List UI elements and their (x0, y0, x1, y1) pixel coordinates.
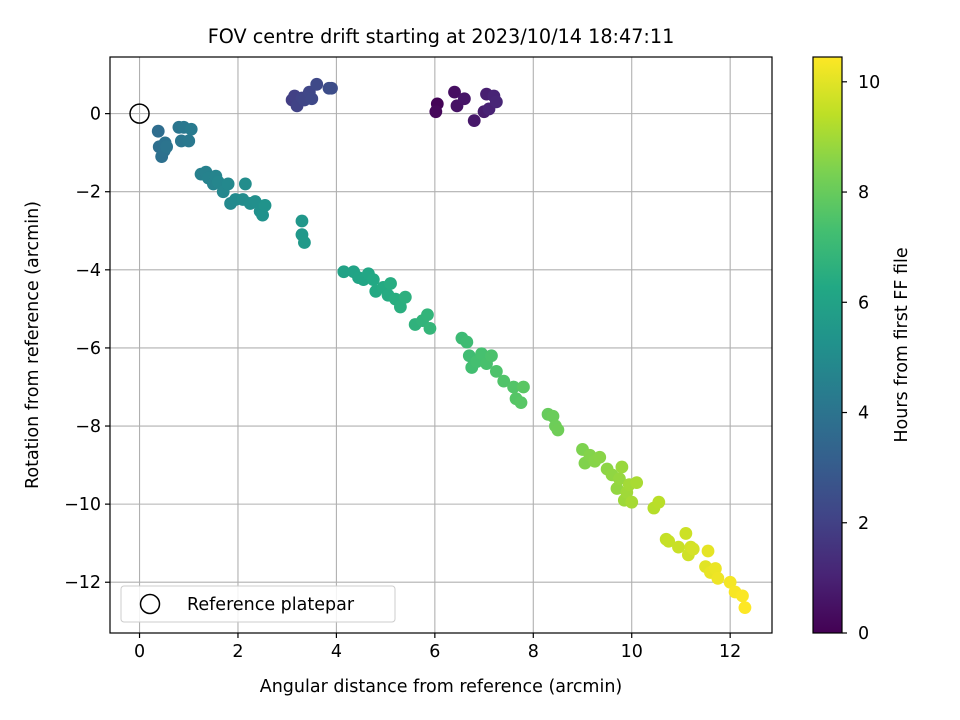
data-point (475, 347, 489, 361)
colorbar-label: Hours from first FF file (892, 247, 912, 442)
data-point (615, 460, 629, 474)
data-point (151, 124, 165, 138)
data-point (738, 601, 752, 615)
chart-title: FOV centre drift starting at 2023/10/14 … (208, 25, 675, 48)
data-point (238, 177, 252, 191)
data-point (672, 540, 685, 554)
data-point (221, 177, 235, 191)
data-point (630, 476, 644, 490)
plot-frame (109, 56, 773, 634)
data-point (398, 290, 412, 304)
data-point (723, 575, 737, 589)
colorbar-tick-label: 0 (858, 624, 869, 644)
data-point (305, 92, 319, 106)
data-point (507, 380, 520, 394)
legend-marker (139, 593, 161, 615)
data-point (258, 198, 272, 212)
data-point (517, 380, 530, 394)
data-point (448, 85, 461, 99)
y-tick-label: −6 (75, 339, 101, 359)
colorbar-gradient (812, 56, 843, 634)
legend-box (120, 585, 396, 623)
colorbar: 0 2 4 6 8 10 Hours from first FF file (812, 56, 912, 644)
y-tick-label: −12 (64, 573, 101, 593)
data-point (701, 544, 715, 558)
data-point (593, 450, 607, 464)
data-point (489, 95, 503, 109)
legend: Reference platepar (120, 585, 396, 623)
x-tick-label: 2 (232, 642, 243, 662)
x-tick-label: 10 (621, 642, 643, 662)
x-tick-label: 12 (719, 642, 741, 662)
data-point (256, 208, 269, 222)
data-point (489, 364, 503, 378)
x-axis-label: Angular distance from reference (arcmin) (260, 677, 623, 697)
colorbar-tick-label: 4 (858, 404, 869, 424)
legend-label: Reference platepar (187, 595, 355, 615)
data-point (652, 495, 666, 509)
data-point (467, 114, 481, 128)
data-point (708, 562, 722, 575)
data-point (625, 495, 639, 509)
data-point (514, 396, 528, 409)
data-point (423, 322, 437, 335)
y-axis-ticks: 0 −2 −4 −6 −8 −10 −12 (64, 105, 110, 593)
data-point (457, 92, 471, 106)
y-tick-label: −4 (75, 261, 101, 281)
data-point (393, 300, 407, 314)
data-point (298, 236, 311, 249)
x-tick-label: 8 (528, 642, 539, 662)
x-axis-ticks: 0 2 4 6 8 10 12 (134, 633, 741, 662)
colorbar-tick-label: 2 (858, 514, 869, 534)
data-point (546, 409, 560, 423)
data-point (337, 265, 351, 279)
data-point (421, 308, 434, 322)
data-point (310, 77, 324, 91)
x-tick-label: 6 (429, 642, 440, 662)
y-tick-label: −2 (75, 183, 101, 203)
data-point (295, 214, 309, 228)
data-point (460, 335, 474, 349)
x-tick-label: 4 (331, 642, 342, 662)
data-point (325, 81, 338, 95)
data-points (151, 77, 752, 615)
data-point (429, 105, 443, 119)
y-tick-label: −8 (75, 417, 101, 437)
y-axis-label: Rotation from reference (arcmin) (23, 201, 43, 489)
data-point (182, 134, 196, 148)
data-point (497, 374, 511, 388)
data-point (485, 349, 498, 363)
data-point (211, 175, 225, 189)
y-tick-label: −10 (64, 495, 101, 515)
x-tick-label: 0 (134, 642, 145, 662)
data-point (551, 423, 565, 437)
data-point (366, 273, 380, 286)
data-point (679, 527, 693, 540)
data-point (384, 277, 397, 290)
reference-marker (129, 103, 150, 124)
data-point (248, 195, 262, 208)
colorbar-tick-label: 8 (858, 183, 869, 203)
colorbar-tick-label: 6 (858, 293, 869, 313)
data-point (686, 542, 700, 556)
data-point (736, 589, 749, 603)
data-point (613, 472, 626, 486)
data-point (160, 140, 174, 154)
colorbar-ticks: 0 2 4 6 8 10 (842, 73, 880, 644)
data-point (711, 571, 725, 585)
data-point (610, 482, 624, 495)
y-tick-label: 0 (90, 105, 101, 125)
data-point (184, 122, 198, 136)
data-point (662, 534, 676, 548)
colorbar-tick-label: 10 (858, 73, 880, 93)
